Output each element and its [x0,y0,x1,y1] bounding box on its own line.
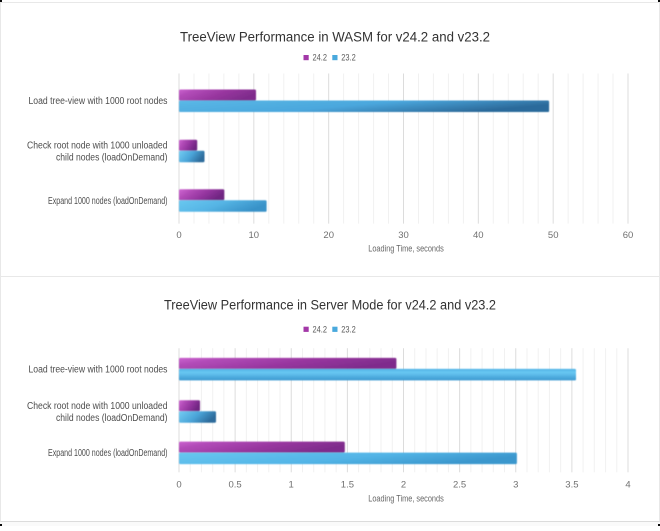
svg-text:TreeView Performance in Server: TreeView Performance in Server Mode for … [164,298,496,314]
svg-text:child nodes (loadOnDemand): child nodes (loadOnDemand) [56,413,168,424]
svg-text:0: 0 [176,480,181,491]
svg-text:Check root node with 1000 unlo: Check root node with 1000 unloaded [27,401,168,412]
svg-text:0.5: 0.5 [228,480,241,491]
svg-text:4: 4 [625,480,630,491]
svg-text:TreeView Performance in WASM f: TreeView Performance in WASM for v24.2 a… [180,30,490,46]
svg-text:60: 60 [623,230,634,241]
svg-text:Load tree-view with 1000 root: Load tree-view with 1000 root nodes [29,364,168,375]
svg-text:50: 50 [548,230,559,241]
svg-text:Load tree-view with 1000 root: Load tree-view with 1000 root nodes [29,96,168,107]
svg-text:1: 1 [289,480,294,491]
svg-text:Loading Time, seconds: Loading Time, seconds [368,244,444,254]
svg-text:24.2: 24.2 [313,324,328,334]
svg-text:20: 20 [323,230,334,241]
svg-text:10: 10 [249,230,260,241]
svg-text:0: 0 [176,230,181,241]
svg-text:3: 3 [513,480,518,491]
svg-text:23.2: 23.2 [341,324,356,334]
svg-text:Loading Time, seconds: Loading Time, seconds [368,494,444,504]
svg-text:30: 30 [398,230,409,241]
svg-text:24.2: 24.2 [313,53,328,63]
svg-text:3.5: 3.5 [565,480,578,491]
svg-text:1.5: 1.5 [341,480,354,491]
svg-text:Expand 1000 nodes (loadOnDeman: Expand 1000 nodes (loadOnDemand) [48,196,168,207]
svg-text:2: 2 [401,480,406,491]
svg-text:40: 40 [473,230,484,241]
svg-text:Expand 1000 nodes (loadOnDeman: Expand 1000 nodes (loadOnDemand) [48,448,168,459]
svg-text:child nodes (loadOnDemand): child nodes (loadOnDemand) [56,152,168,163]
svg-text:Check root node with 1000 unlo: Check root node with 1000 unloaded [27,140,168,151]
svg-text:23.2: 23.2 [341,53,356,63]
svg-text:2.5: 2.5 [453,480,466,491]
